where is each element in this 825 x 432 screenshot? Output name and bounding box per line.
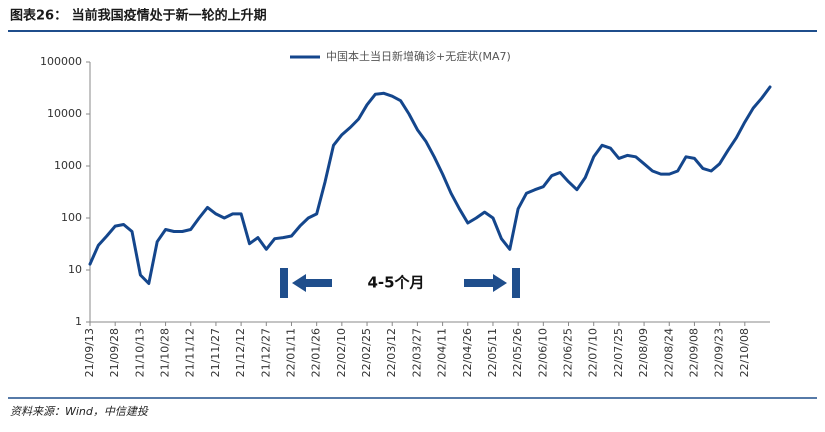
x-tick-label: 22/04/11	[436, 328, 449, 377]
x-tick-label: 21/11/27	[209, 328, 222, 377]
x-tick-label: 21/12/27	[259, 328, 272, 377]
x-tick-label: 22/07/25	[612, 328, 625, 377]
y-tick-label: 1000	[54, 159, 82, 172]
x-tick-label: 22/05/11	[486, 328, 499, 377]
x-tick-label: 21/09/13	[83, 328, 96, 377]
legend-label: 中国本土当日新增确诊+无症状(MA7)	[326, 49, 511, 63]
x-tick-label: 22/02/10	[335, 328, 348, 377]
y-tick-label: 100000	[40, 55, 82, 68]
x-tick-label: 22/01/26	[310, 328, 323, 377]
x-tick-label: 21/09/28	[108, 328, 121, 377]
y-tick-label: 100	[61, 211, 82, 224]
x-tick-label: 21/11/12	[184, 328, 197, 377]
y-tick-label: 1	[75, 315, 82, 328]
bracket-left	[280, 268, 288, 298]
x-tick-label: 22/10/08	[738, 328, 751, 377]
x-tick-label: 22/02/25	[360, 328, 373, 377]
x-tick-label: 22/08/09	[637, 328, 650, 377]
chart-title: 图表26： 当前我国疫情处于新一轮的上升期	[10, 8, 267, 24]
x-tick-label: 21/10/28	[159, 328, 172, 377]
x-tick-label: 22/09/23	[713, 328, 726, 377]
x-tick-label: 22/08/24	[662, 328, 675, 377]
arrow-right	[464, 274, 507, 292]
x-tick-label: 22/01/11	[284, 328, 297, 377]
arrow-left	[292, 274, 332, 292]
x-tick-label: 22/04/26	[461, 328, 474, 377]
data-line	[88, 85, 772, 285]
x-tick-label: 21/10/13	[133, 328, 146, 377]
x-tick-label: 22/05/26	[511, 328, 524, 377]
y-tick-label: 10000	[47, 107, 82, 120]
x-tick-label: 22/03/12	[385, 328, 398, 377]
x-tick-label: 22/07/10	[587, 328, 600, 377]
annotation: 4-5个月	[367, 274, 424, 292]
x-tick-label: 21/12/12	[234, 328, 247, 377]
x-tick-label: 22/06/10	[536, 328, 549, 377]
bracket-right	[512, 268, 520, 298]
x-tick-label: 22/06/25	[562, 328, 575, 377]
x-tick-label: 22/09/08	[687, 328, 700, 377]
x-tick-label: 22/03/27	[410, 328, 423, 377]
source: 资料来源：Wind，中信建投	[10, 405, 149, 418]
y-tick-label: 10	[68, 263, 82, 276]
